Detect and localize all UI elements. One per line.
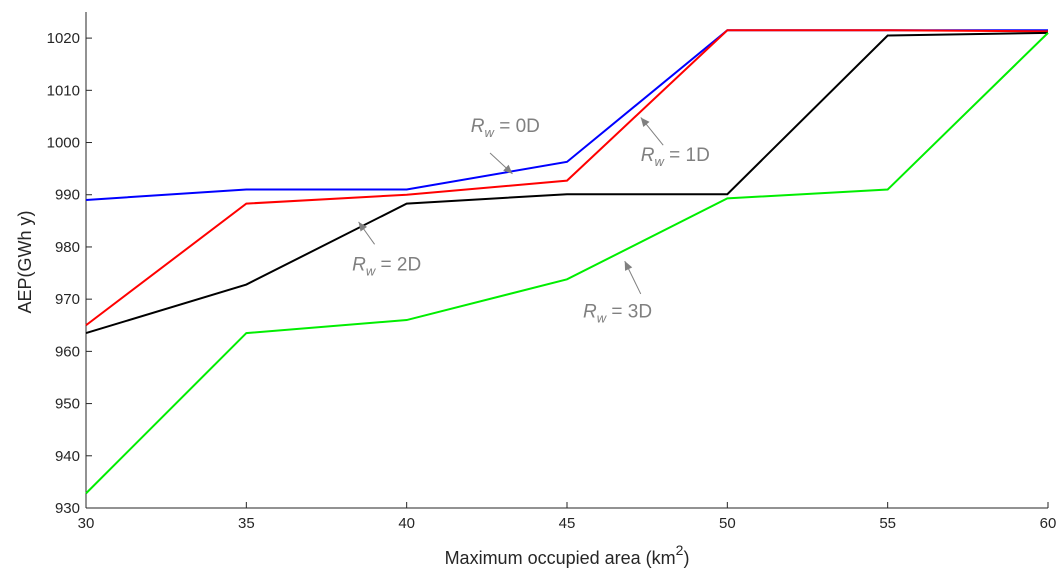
x-tick-label: 50	[719, 515, 736, 532]
annotation-arrowhead	[358, 221, 368, 232]
y-tick-label: 930	[55, 500, 80, 517]
x-tick-label: 40	[398, 515, 415, 532]
x-axis-label: Maximum occupied area (km2)	[445, 542, 690, 568]
y-tick-label: 950	[55, 396, 80, 413]
y-tick-label: 960	[55, 343, 80, 360]
y-axis-label: AEP(GWh y)	[15, 210, 35, 313]
annotation-arrowhead	[640, 117, 650, 127]
x-tick-label: 30	[78, 515, 95, 532]
series-layer	[85, 29, 1049, 495]
axis-labels: Maximum occupied area (km2) AEP(GWh y)	[15, 210, 689, 568]
y-tick-label: 970	[55, 291, 80, 308]
annotation-label: Rw = 0D	[471, 116, 540, 140]
x-tick-label: 35	[238, 515, 255, 532]
y-tick-label: 980	[55, 239, 80, 256]
x-tick-label: 55	[879, 515, 896, 532]
y-tick-label: 1000	[47, 135, 80, 152]
annotation-label: Rw = 1D	[641, 145, 710, 169]
y-tick-label: 990	[55, 187, 80, 204]
series-line-3	[85, 32, 1049, 495]
y-tick-label: 940	[55, 448, 80, 465]
series-line-2	[85, 31, 1049, 335]
series-line-1	[85, 29, 1049, 327]
annotation-layer: Rw = 0D Rw = 1D Rw = 2D Rw = 3D	[352, 116, 710, 325]
x-tick-label: 60	[1040, 515, 1057, 532]
annotation-arrowhead	[624, 261, 633, 271]
plot-axes: 30 35 40 45 50 55 60 930 940 950 960 970 980 990 1000 1…	[47, 12, 1057, 532]
y-tick-label: 1020	[47, 30, 80, 47]
y-tick-label: 1010	[47, 82, 80, 99]
annotation-label: Rw = 2D	[352, 254, 421, 278]
x-tick-label: 45	[559, 515, 576, 532]
annotation-arrowhead	[503, 164, 513, 174]
annotation-label: Rw = 3D	[583, 301, 652, 325]
